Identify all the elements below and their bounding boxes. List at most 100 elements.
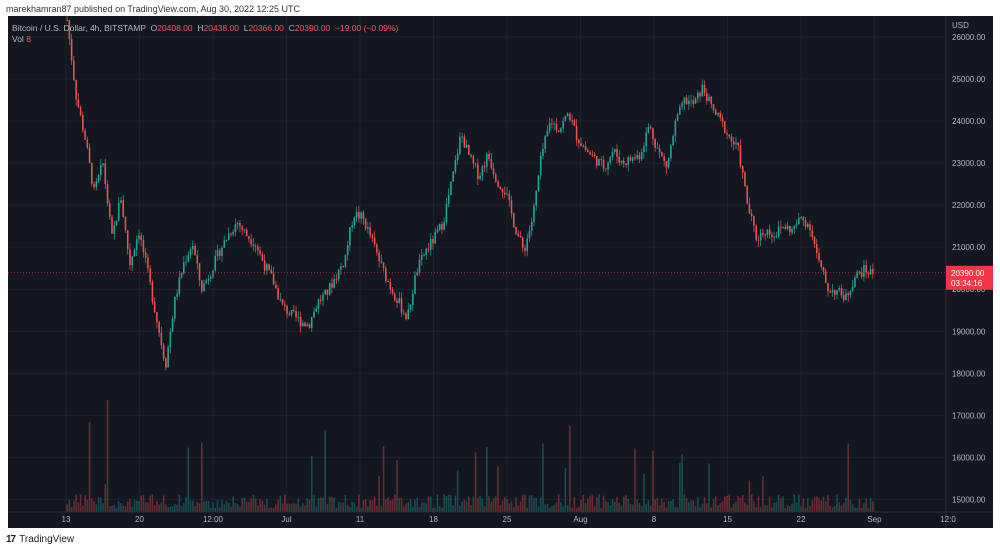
volume-bar (798, 494, 800, 512)
volume-bar (692, 500, 695, 512)
volume-bar (524, 494, 526, 512)
candle-body (676, 114, 679, 121)
volume-bar (281, 503, 284, 512)
volume-bar (571, 507, 573, 512)
volume-bar (259, 499, 261, 512)
footer-brand[interactable]: 17 TradingView (6, 534, 74, 545)
candle-body (178, 277, 181, 295)
candle-body (290, 309, 293, 315)
volume-bar (263, 504, 266, 512)
volume-bar (317, 498, 320, 512)
candle-body (308, 324, 311, 328)
candle-body (243, 229, 246, 231)
candle-body (221, 247, 223, 256)
volume-bar (807, 498, 809, 512)
candle-body (786, 225, 789, 230)
volume-bar (454, 495, 457, 512)
volume-bar (483, 506, 486, 512)
volume-bar (382, 446, 385, 512)
volume-bar (746, 504, 748, 512)
candlestick-chart-svg[interactable]: USD 26000.00 25000.00 24000.00 23000.00 22000… (8, 16, 993, 528)
volume-bar (647, 500, 650, 512)
candle-body (165, 358, 167, 368)
volume-bar (596, 496, 598, 512)
candle-body (791, 228, 793, 233)
volume-bar (759, 506, 762, 512)
candle-body (836, 290, 838, 295)
candle-body (394, 293, 396, 301)
volume-bar (636, 499, 638, 512)
volume-bar (865, 497, 867, 512)
candle-body (126, 230, 129, 250)
volume-bar (169, 506, 172, 512)
volume-bar (701, 503, 704, 512)
candle-body (578, 139, 580, 144)
candle-body (358, 212, 360, 219)
candle-body (362, 212, 365, 219)
volume-bar (389, 500, 392, 512)
candle-body (699, 92, 701, 97)
volume-bar (313, 495, 315, 512)
candle-body (732, 141, 735, 145)
x-tick-label: 20 (135, 515, 144, 524)
volume-bar (310, 456, 313, 512)
candle-body (261, 253, 264, 261)
volume-bar (820, 500, 823, 512)
candle-body (223, 240, 226, 248)
volume-bar (714, 496, 717, 512)
volume-bar (755, 507, 757, 512)
volume-bar (387, 497, 389, 512)
candle-body (268, 264, 270, 270)
candle-body (169, 331, 172, 348)
volume-bar (672, 499, 674, 512)
volume-bar (719, 502, 722, 512)
candle-body (192, 245, 194, 250)
volume-bar (436, 494, 439, 512)
volume-bar (234, 502, 237, 512)
volume-bar (286, 503, 288, 512)
candle-body (694, 98, 697, 104)
volume-bar (735, 501, 737, 512)
candle-body (596, 156, 598, 166)
candle-body (117, 202, 120, 221)
candle-body (851, 286, 854, 292)
volume-bar (445, 496, 448, 512)
volume-bar (335, 507, 338, 512)
volume-bar (77, 502, 80, 512)
volume-bar (789, 506, 791, 512)
candle-body (777, 226, 780, 237)
volume-bar (203, 501, 205, 512)
volume-bar (477, 497, 479, 512)
candle-body (654, 139, 656, 148)
candle-body (560, 128, 562, 133)
candle-body (474, 163, 477, 165)
volume-bar (640, 505, 643, 512)
volume-bar (649, 505, 652, 512)
volume-bar (293, 503, 295, 512)
volume-bar (600, 507, 603, 512)
candle-body (187, 255, 190, 262)
volume-bar (521, 495, 524, 512)
volume-bar (407, 502, 410, 512)
candle-body (194, 245, 196, 256)
volume-bar (762, 476, 764, 512)
candle-body (73, 60, 75, 81)
volume-bar (373, 496, 376, 512)
candle-body (506, 193, 508, 195)
candle-body (598, 159, 600, 166)
volume-bar (68, 499, 71, 512)
candle-body (279, 299, 282, 301)
chart-area[interactable]: USD 26000.00 25000.00 24000.00 23000.00 22000… (8, 16, 993, 528)
price-candles (66, 16, 874, 371)
candle-body (185, 261, 187, 263)
volume-bar (162, 495, 165, 512)
volume-bar (465, 501, 468, 512)
volume-bar (811, 500, 814, 512)
candle-body (335, 279, 338, 280)
volume-bar (506, 498, 508, 512)
volume-bar (111, 505, 113, 512)
candle-body (104, 163, 107, 185)
candle-body (236, 223, 239, 225)
candle-body (679, 106, 681, 115)
volume-bar (530, 495, 533, 512)
